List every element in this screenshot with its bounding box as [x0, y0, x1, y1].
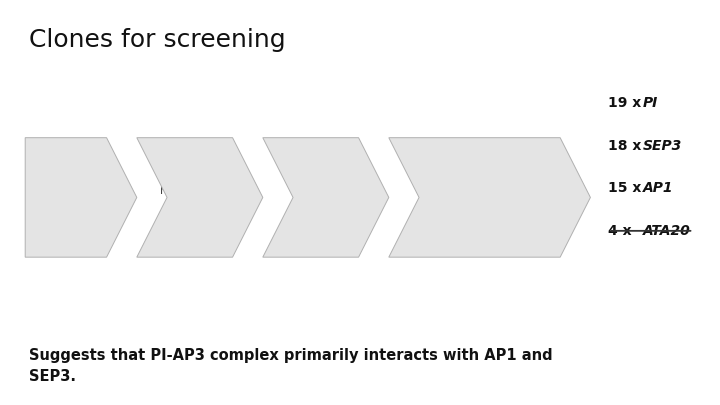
Text: ATA20: ATA20 — [643, 224, 690, 238]
Text: 18 x: 18 x — [608, 139, 647, 153]
Text: 15 x: 15 x — [608, 181, 647, 195]
Text: SEP3: SEP3 — [643, 139, 683, 153]
Text: Clones for screening: Clones for screening — [29, 28, 285, 52]
Text: Sequenced
170: Sequenced 170 — [459, 186, 521, 209]
Text: 340 positive
colones
from
5.9x10⁷: 340 positive colones from 5.9x10⁷ — [292, 173, 360, 222]
Text: cDNA library: cDNA library — [31, 192, 101, 202]
Text: PI: PI — [643, 96, 658, 110]
Text: 19 x: 19 x — [608, 96, 647, 110]
Text: AP1: AP1 — [643, 181, 673, 195]
Text: Suggests that PI-AP3 complex primarily interacts with AP1 and
SEP3.: Suggests that PI-AP3 complex primarily i… — [29, 348, 552, 384]
Text: 4 x: 4 x — [608, 224, 637, 238]
Text: Yeast two
hybrid system
with PI and
AP3 as bait: Yeast two hybrid system with PI and AP3 … — [160, 173, 240, 222]
